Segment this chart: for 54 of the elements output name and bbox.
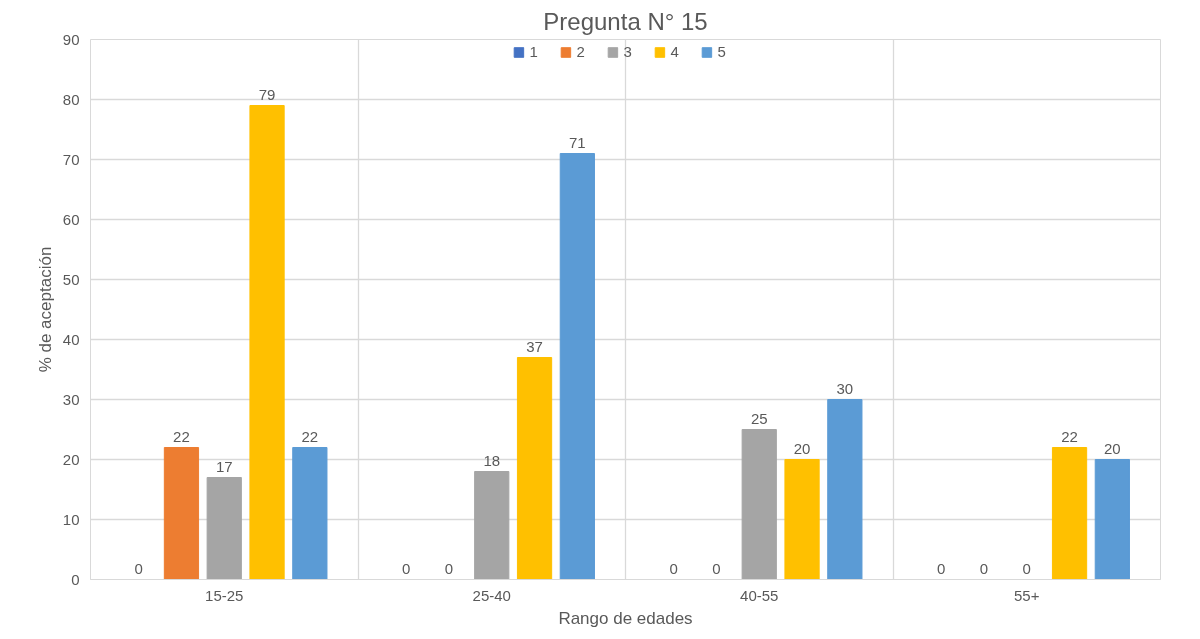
data-label: 20 <box>793 439 811 457</box>
y-tick-label: 70 <box>62 150 80 168</box>
data-label: 22 <box>301 427 319 445</box>
y-axis-title: % de aceptación <box>35 246 55 373</box>
bar <box>784 459 820 580</box>
data-label: 20 <box>1104 439 1121 457</box>
data-label: 0 <box>712 559 721 577</box>
data-label: 17 <box>215 457 233 475</box>
legend-label: 5 <box>717 43 727 60</box>
legend-label: 2 <box>576 43 586 60</box>
x-tick-label: 25-40 <box>472 586 511 604</box>
y-tick-label: 40 <box>62 330 80 348</box>
y-tick-label: 0 <box>71 570 80 588</box>
data-label: 71 <box>569 133 586 151</box>
y-tick-label: 10 <box>62 510 80 528</box>
y-tick-label: 50 <box>62 270 80 288</box>
data-label: 0 <box>936 559 946 577</box>
legend-label: 1 <box>529 43 539 60</box>
data-label: 25 <box>750 409 768 427</box>
x-axis-title: Rango de edades <box>558 608 693 628</box>
data-label: 18 <box>483 451 501 469</box>
y-tick-label: 20 <box>62 450 80 468</box>
data-label: 79 <box>258 85 276 103</box>
legend-label: 3 <box>623 43 633 60</box>
data-label: 0 <box>401 559 411 577</box>
bar <box>474 471 510 580</box>
bar <box>292 447 328 580</box>
bar <box>249 105 285 580</box>
data-label: 0 <box>1022 559 1031 577</box>
data-label: 37 <box>526 337 543 355</box>
data-label: 22 <box>173 427 190 445</box>
data-label: 0 <box>669 559 678 577</box>
data-label: 30 <box>836 379 854 397</box>
bar <box>741 429 777 580</box>
data-label: 22 <box>1061 427 1078 445</box>
chart-title: Pregunta N° 15 <box>543 7 708 35</box>
x-tick-label: 40-55 <box>740 586 779 604</box>
data-label: 0 <box>979 559 989 577</box>
data-label: 0 <box>444 559 454 577</box>
bar <box>206 477 242 580</box>
bar <box>559 153 595 580</box>
y-tick-label: 30 <box>62 390 80 408</box>
bar <box>516 357 553 580</box>
x-tick-label: 55+ <box>1014 586 1040 604</box>
y-tick-label: 90 <box>62 30 80 48</box>
y-tick-label: 80 <box>62 90 80 108</box>
bar <box>163 447 200 580</box>
bar <box>1094 459 1130 580</box>
y-tick-label: 60 <box>62 210 80 228</box>
legend-label: 4 <box>670 43 680 60</box>
x-tick-label: 15-25 <box>205 586 244 604</box>
bar <box>827 399 863 580</box>
data-label: 0 <box>134 559 143 577</box>
bar <box>1051 447 1088 580</box>
